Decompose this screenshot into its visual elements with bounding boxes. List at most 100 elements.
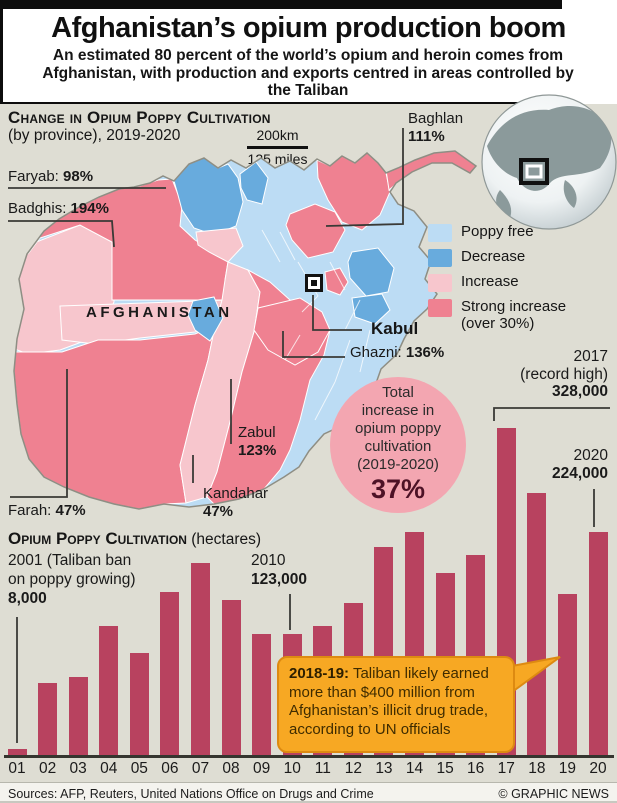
legend-item-2: Increase (428, 273, 593, 292)
legend-label-0: Poppy free (461, 223, 534, 240)
legend-label-2: Increase (461, 273, 519, 290)
bar-2004 (99, 626, 119, 757)
annotation-2001-value: 8,000 (8, 590, 47, 607)
scale-bar (247, 146, 308, 149)
label-badghis: Badghis: 194% (8, 200, 109, 218)
left-border-bar (0, 0, 3, 104)
x-tick-2012: 12 (344, 760, 362, 777)
bar-2006 (160, 592, 180, 757)
chart-title: Opium Poppy Cultivation (8, 529, 187, 548)
legend-swatch-0 (428, 224, 452, 242)
x-tick-2008: 08 (222, 760, 240, 777)
x-tick-2014: 14 (405, 760, 424, 777)
x-tick-2001: 01 (8, 760, 26, 777)
scale-km-label: 200km (256, 127, 299, 143)
annotation-2010: 2010 123,000 (251, 551, 307, 589)
badghis-value: 194% (70, 200, 109, 217)
x-tick-2009: 09 (253, 760, 271, 777)
annotation-2017: 2017 (record high) 328,000 (520, 348, 608, 401)
x-tick-2015: 15 (436, 760, 454, 777)
x-tick-2017: 17 (497, 760, 515, 777)
legend-label-1: Decrease (461, 248, 526, 265)
label-kandahar: Kandahar 47% (203, 485, 268, 521)
x-axis-line (4, 755, 614, 758)
faryab-name: Faryab: (8, 168, 59, 185)
x-tick-2006: 06 (161, 760, 179, 777)
annotation-2017-note: (record high) (520, 365, 608, 383)
bar-2009 (252, 634, 272, 757)
page-title: Afghanistan’s opium production boom (51, 12, 566, 44)
bar-2020 (588, 532, 608, 757)
x-tick-2005: 05 (130, 760, 148, 777)
annotation-2017-year: 2017 (573, 348, 608, 365)
callout-box: 2018-19: Taliban likely earned more than… (277, 656, 515, 753)
map-legend: Poppy free Decrease Increase Strong increas… (428, 223, 593, 339)
annotation-2001: 2001 (Taliban ban on poppy growing) 8,00… (8, 551, 136, 608)
chart-unit: (hectares) (186, 531, 262, 548)
label-baghlan: Baghlan 111% (408, 110, 463, 146)
annotation-2010-year: 2010 (251, 552, 286, 569)
bar-2001 (7, 749, 27, 757)
faryab-value: 98% (63, 168, 94, 185)
page-subtitle: An estimated 80 percent of the world’s o… (42, 47, 574, 99)
annotation-2001-line1: 2001 (Taliban ban (8, 552, 132, 569)
annotation-2020-year: 2020 (573, 447, 608, 464)
annotation-2020-value: 224,000 (551, 464, 608, 482)
total-increase-circle: Total increase in opium poppy cultivatio… (330, 377, 466, 513)
annotation-2020: 2020 224,000 (552, 447, 608, 482)
x-tick-2013: 13 (375, 760, 393, 777)
footer: Sources: AFP, Reuters, United Nations Of… (0, 782, 617, 803)
x-tick-2002: 02 (38, 760, 57, 777)
x-tick-2019: 19 (558, 760, 577, 777)
x-tick-2016: 16 (467, 760, 485, 777)
kabul-marker-icon (305, 274, 323, 292)
map-section-subheading: (by province), 2019-2020 (8, 127, 181, 144)
bar-2019 (557, 594, 577, 757)
zabul-name: Zabul (238, 424, 276, 441)
legend-swatch-3 (428, 299, 452, 317)
title-divider (0, 102, 560, 104)
circle-value: 37% (370, 474, 426, 504)
callout-text: Taliban likely earned more than $400 mil… (289, 665, 489, 738)
label-faryab: Faryab: 98% (8, 168, 93, 186)
scale-miles-label: 125 miles (247, 151, 308, 167)
circle-line-3: opium poppy (355, 420, 441, 437)
legend-label-3: Strong increase (over 30%) (461, 298, 567, 332)
badghis-name: Badghis: (8, 200, 67, 217)
label-kabul: Kabul (371, 319, 419, 338)
circle-line-1: Total (382, 384, 414, 401)
legend-item-0: Poppy free (428, 223, 593, 242)
farah-value: 47% (55, 502, 86, 519)
kandahar-name: Kandahar (203, 485, 269, 502)
farah-name: Farah: (8, 502, 52, 519)
circle-line-4: cultivation (364, 438, 432, 455)
x-tick-2020: 20 (589, 760, 607, 777)
circle-line-2: increase in (361, 402, 435, 419)
x-tick-2011: 11 (314, 760, 331, 777)
bar-2005 (129, 653, 149, 757)
credit-text: © GRAPHIC NEWS (498, 787, 609, 801)
legend-item-1: Decrease (428, 248, 593, 267)
circle-line-5: (2019-2020) (357, 456, 439, 473)
bar-2007 (190, 563, 210, 757)
label-farah: Farah: 47% (8, 502, 86, 520)
ghazni-value: 136% (405, 344, 445, 361)
sources-text: Sources: AFP, Reuters, United Nations Of… (8, 787, 374, 801)
label-ghazni: Ghazni: 136% (350, 344, 444, 362)
annotation-2017-value: 328,000 (551, 383, 608, 400)
bar-2018 (527, 493, 547, 757)
bar-2002 (38, 683, 58, 757)
legend-swatch-1 (428, 249, 452, 267)
annotation-2001-line2: on poppy growing) (8, 571, 136, 588)
x-tick-2007: 07 (191, 760, 210, 777)
label-zabul: Zabul 123% (238, 424, 276, 460)
chart-section-heading: Opium Poppy Cultivation (hectares) (8, 529, 261, 549)
baghlan-value: 111% (408, 128, 445, 145)
baghlan-name: Baghlan (408, 110, 464, 127)
x-tick-2003: 03 (69, 760, 87, 777)
zabul-value: 123% (238, 442, 277, 459)
kandahar-value: 47% (203, 503, 234, 520)
callout-highlight: 2018-19: (289, 665, 350, 682)
annotation-2010-value: 123,000 (251, 571, 308, 588)
